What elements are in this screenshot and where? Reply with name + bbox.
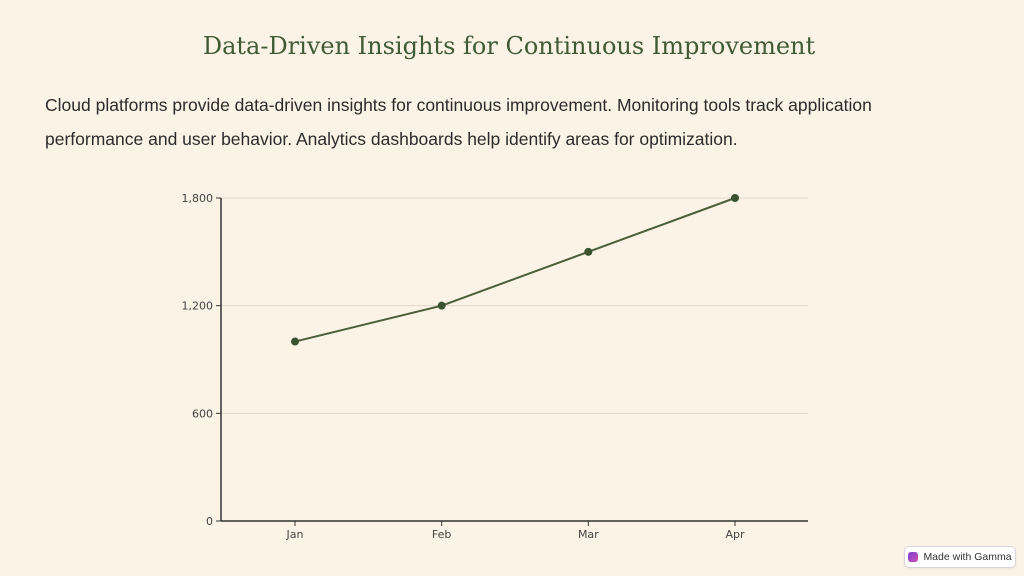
y-tick-label: 1,800 [182, 192, 214, 205]
slide-body-text: Cloud platforms provide data-driven insi… [45, 95, 872, 149]
series-line [294, 197, 736, 343]
x-tick-label: Mar [578, 528, 599, 541]
x-tick-label: Jan [286, 528, 304, 541]
data-point [437, 301, 446, 310]
slide-title: Data-Driven Insights for Continuous Impr… [202, 32, 816, 60]
data-point [291, 337, 299, 346]
y-tick-label: 600 [192, 407, 213, 420]
x-tick-label: Apr [725, 528, 745, 541]
badge-label: Made with Gamma [923, 551, 1012, 563]
x-tick-label: Feb [432, 528, 451, 541]
y-tick-label: 1,200 [182, 300, 214, 313]
data-point [584, 247, 593, 256]
y-tick-label: 0 [206, 515, 213, 528]
gamma-logo-icon [908, 552, 919, 562]
made-with-gamma-badge[interactable]: Made with Gamma [904, 546, 1016, 568]
data-point [731, 194, 739, 202]
